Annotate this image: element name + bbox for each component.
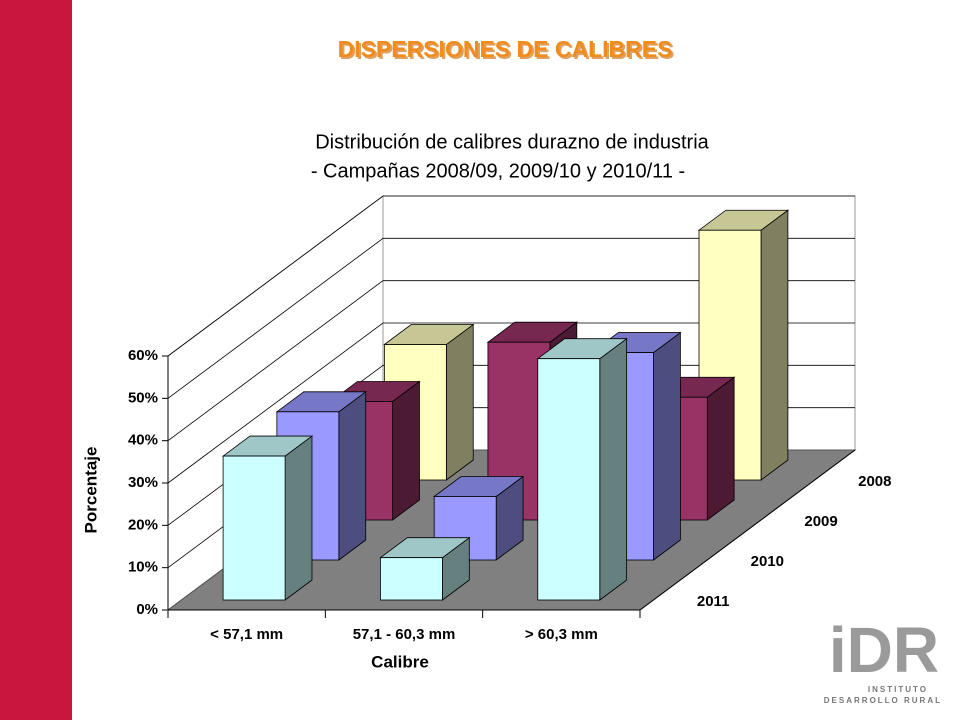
x-tick-label: < 57,1 mm: [210, 626, 283, 643]
series-label: 2008: [858, 473, 891, 490]
y-tick-label: 10%: [128, 559, 158, 576]
series-label: 2010: [751, 553, 784, 570]
y-tick-label: 60%: [128, 347, 158, 364]
bar-side: [338, 391, 367, 561]
bar-side: [653, 331, 681, 561]
chart-subtitle: - Campañas 2008/09, 2009/10 y 2010/11 -: [311, 160, 685, 182]
y-tick-label: 30%: [128, 474, 158, 491]
y-tick-label: 40%: [128, 432, 158, 449]
bar-side: [706, 376, 735, 521]
grid-line: [167, 195, 855, 357]
series-label: 2009: [804, 513, 837, 530]
x-tick-label: > 60,3 mm: [525, 626, 598, 643]
slide-title: DISPERSIONES DE CALIBRES: [338, 36, 673, 62]
bar-side: [760, 209, 789, 481]
grid-line: [167, 322, 855, 484]
series-label: 2011: [697, 593, 730, 610]
bar: [380, 557, 443, 601]
chart-title: Distribución de calibres durazno de indu…: [315, 131, 709, 153]
x-axis-label: Calibre: [371, 652, 429, 671]
bar: [537, 358, 601, 601]
grid-line: [167, 280, 855, 441]
side-band: [0, 0, 72, 720]
logo-letters: iDR: [829, 614, 939, 686]
bar-side: [599, 337, 628, 601]
slide-title-shadow: DISPERSIONES DE CALIBRES: [340, 38, 675, 64]
bar-side: [445, 323, 474, 481]
logo-line2: DESARROLLO RURAL: [824, 696, 942, 705]
logo: iDR INSTITUTO DESARROLLO RURAL: [824, 614, 942, 705]
x-tick-label: 57,1 - 60,3 mm: [353, 626, 456, 643]
y-tick-label: 0%: [136, 601, 158, 618]
y-tick-label: 20%: [128, 516, 158, 533]
grid-line: [167, 237, 855, 399]
logo-line1: INSTITUTO: [868, 685, 928, 694]
y-tick-label: 50%: [128, 389, 158, 406]
bar-side: [392, 380, 420, 521]
y-axis-label: Porcentaje: [81, 447, 100, 534]
bar-side: [284, 435, 313, 601]
depth-axis: [639, 449, 856, 611]
bar: [222, 455, 286, 601]
